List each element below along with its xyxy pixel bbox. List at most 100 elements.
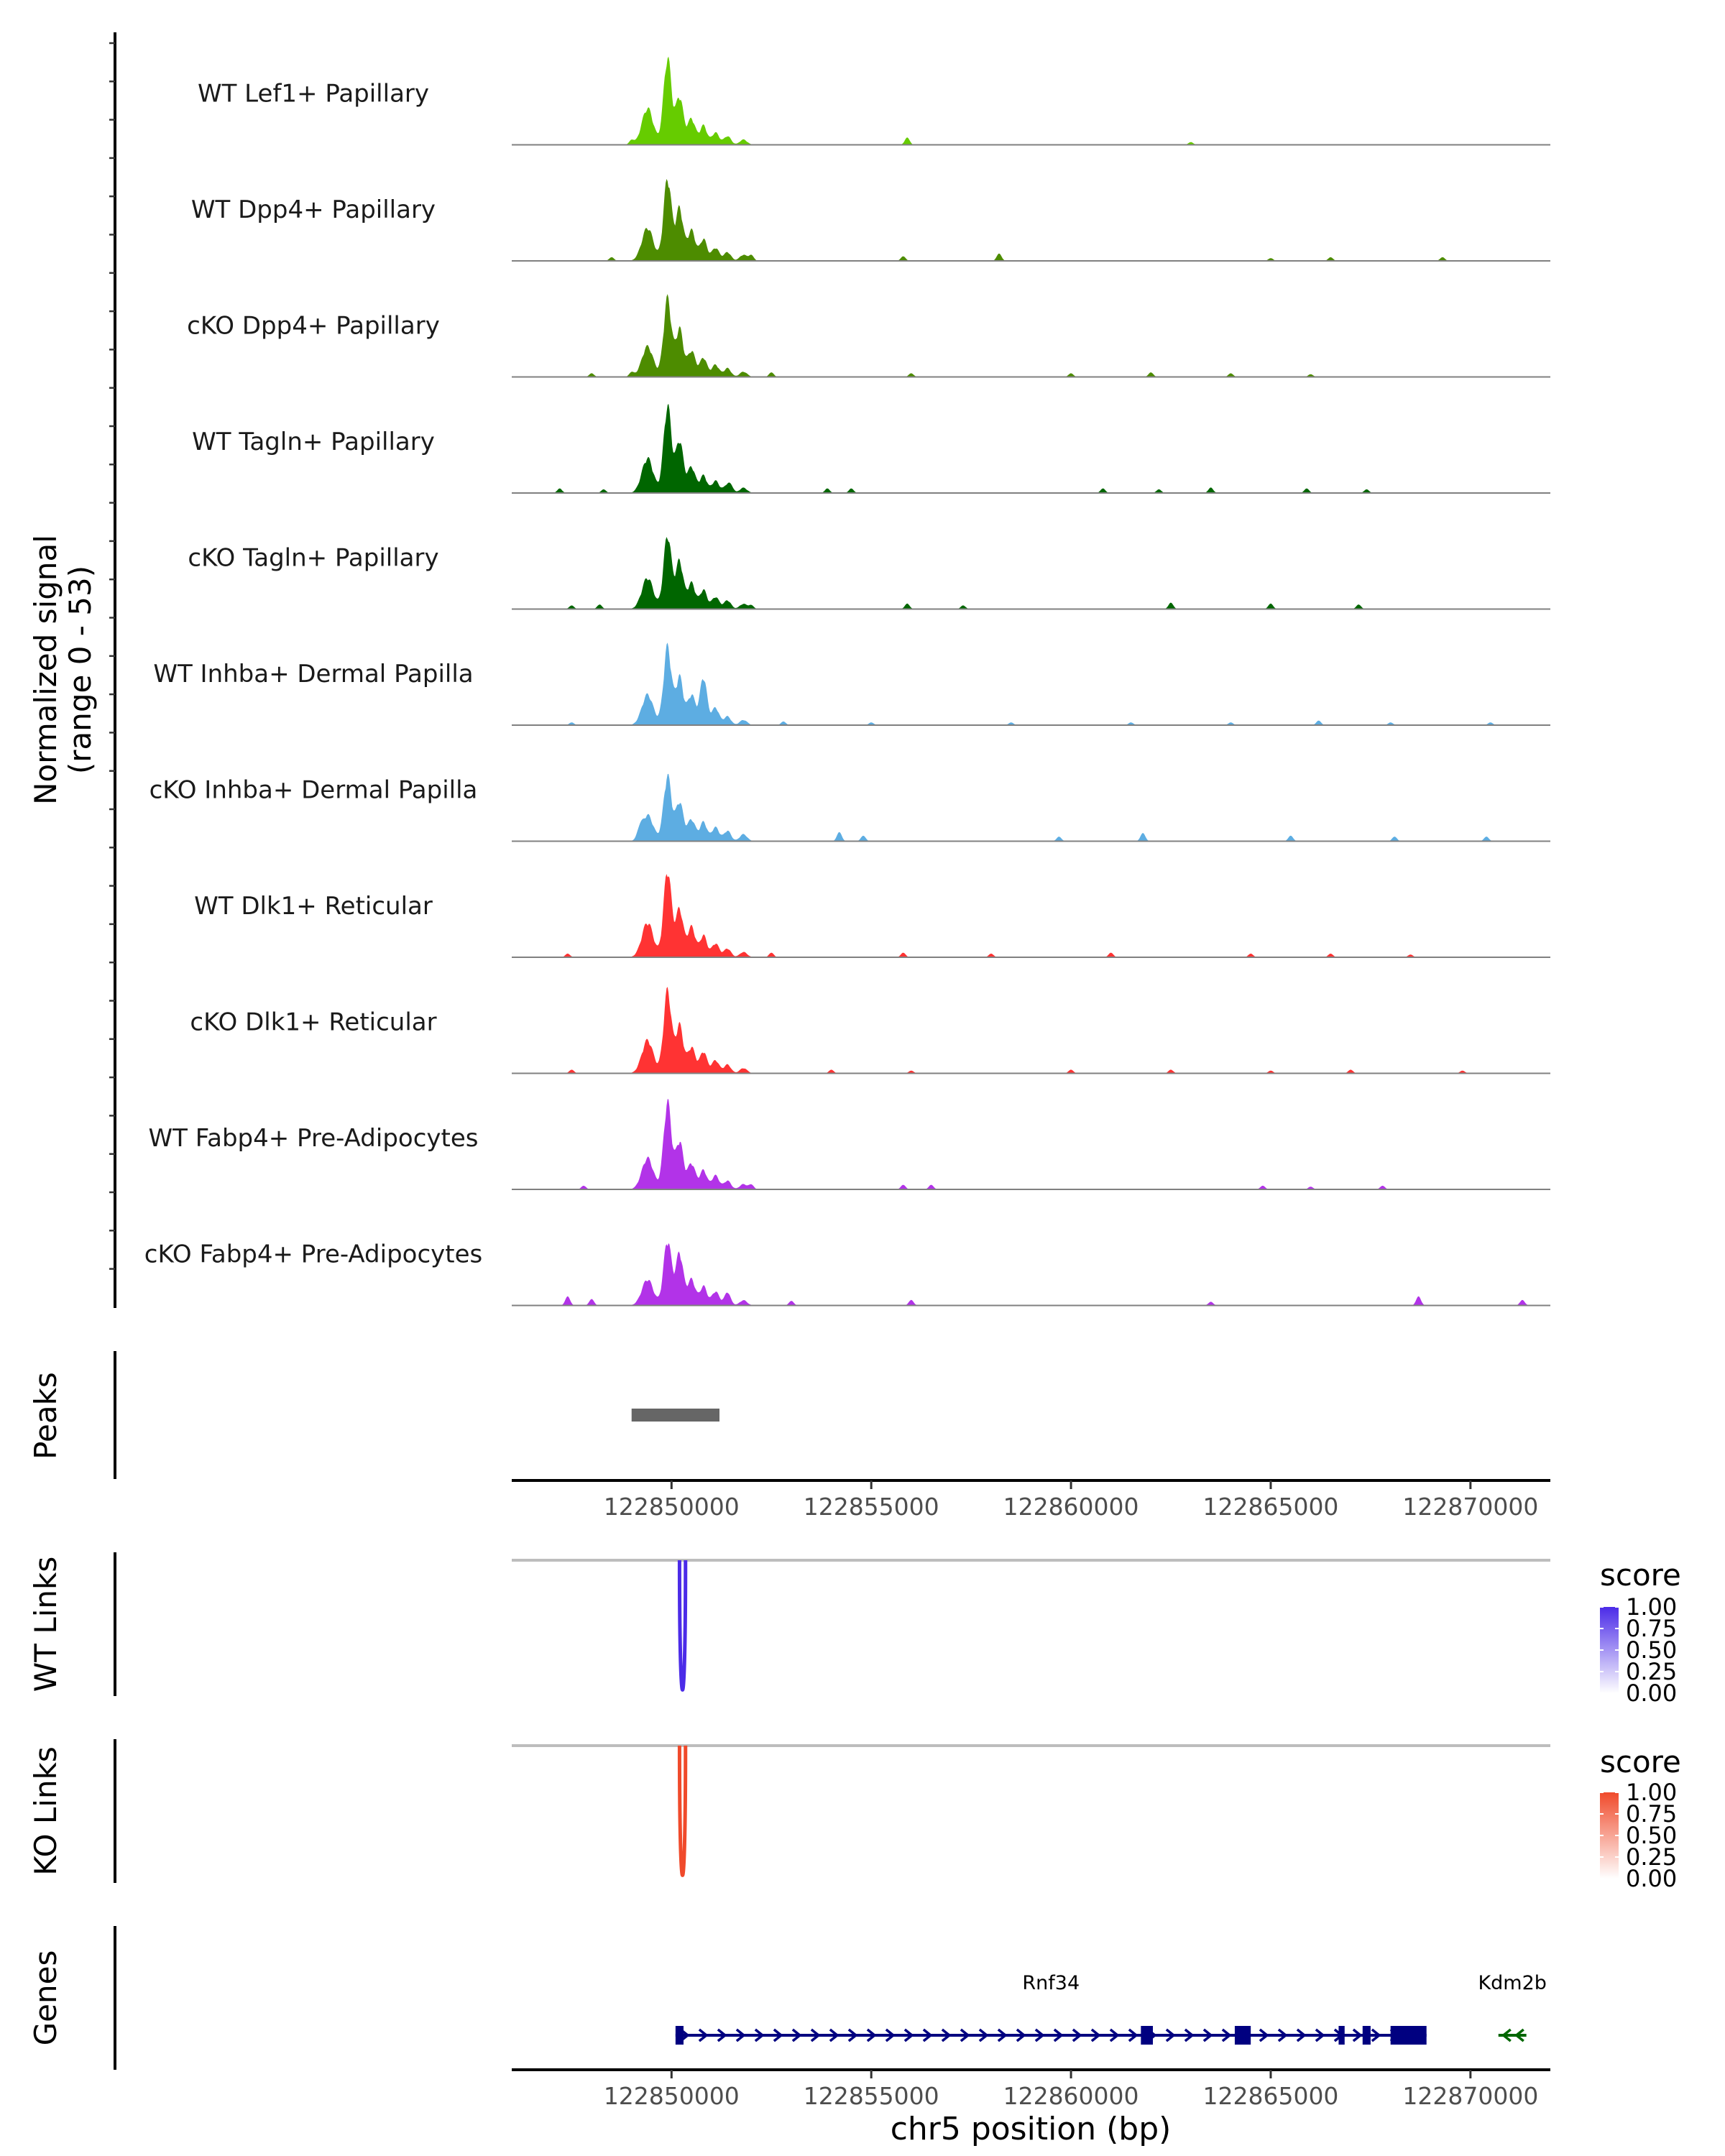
x-tick-label: 122860000 xyxy=(1003,2082,1139,2110)
strand-chevron xyxy=(1221,2028,1232,2042)
strand-chevron xyxy=(1034,2028,1045,2042)
track-label: WT Inhba+ Dermal Papilla xyxy=(153,660,473,688)
coverage-track: WT Tagln+ Papillary xyxy=(192,403,1550,494)
coverage-track: WT Dlk1+ Reticular xyxy=(194,874,1550,958)
coverage-area xyxy=(512,56,1550,145)
peak-intervals xyxy=(631,1409,719,1422)
wt-links-panel: WT Links score 1.000.750.500.250.00 xyxy=(28,1552,1681,1707)
gene-model: Kdm2b xyxy=(1478,1972,1547,2042)
x-axis-title: chr5 position (bp) xyxy=(891,2111,1172,2147)
coverage-area xyxy=(512,773,1550,842)
coverage-track: cKO Dlk1+ Reticular xyxy=(190,987,1550,1074)
strand-chevron xyxy=(773,2028,783,2042)
strand-chevron xyxy=(1072,2028,1082,2042)
strand-chevron xyxy=(1315,2028,1325,2042)
strand-chevron xyxy=(1202,2028,1213,2042)
gene-models: Rnf34 Kdm2b xyxy=(675,1972,1547,2045)
x-tick-label: 122855000 xyxy=(804,2082,939,2110)
strand-chevron xyxy=(698,2028,709,2042)
coverage-area xyxy=(512,294,1550,377)
gene-label: Rnf34 xyxy=(1022,1972,1080,1994)
x-tick-label: 122855000 xyxy=(804,1493,939,1521)
strand-chevron xyxy=(1016,2028,1026,2042)
coverage-y-label-line1: Normalized signal xyxy=(28,535,63,805)
gene-exon xyxy=(1390,2026,1427,2045)
track-label: WT Lef1+ Papillary xyxy=(198,80,429,109)
strand-chevron xyxy=(1352,2028,1363,2042)
strand-chevron xyxy=(791,2028,802,2042)
genes-y-label: Genes xyxy=(28,1950,63,2046)
strand-chevron xyxy=(1277,2028,1288,2042)
legend-label: 0.00 xyxy=(1626,1865,1677,1892)
strand-chevron xyxy=(754,2028,765,2042)
strand-chevron xyxy=(717,2028,727,2042)
coverage-y-label-line2: (range 0 - 53) xyxy=(63,566,98,774)
ko-links-y-label: KO Links xyxy=(28,1746,63,1876)
strand-chevron xyxy=(1090,2028,1101,2042)
strand-chevron xyxy=(885,2028,896,2042)
legend-label: 1.00 xyxy=(1626,1593,1677,1621)
ko-score-legend: 1.000.750.500.250.00 xyxy=(1600,1779,1677,1892)
genes-panel: Genes Rnf34 Kdm2b 122850000 122855000 12286… xyxy=(28,1926,1550,2147)
strand-chevron xyxy=(1501,2028,1512,2042)
strand-chevron xyxy=(735,2028,746,2042)
coverage-area xyxy=(512,642,1550,725)
x-tick-label: 122870000 xyxy=(1402,1493,1538,1521)
coverage-y-ticks xyxy=(109,42,115,1270)
wt-legend-title: score xyxy=(1600,1557,1681,1593)
peaks-y-label: Peaks xyxy=(28,1372,63,1460)
strand-chevron xyxy=(1371,2028,1381,2042)
coverage-area xyxy=(512,1099,1550,1189)
strand-chevron xyxy=(960,2028,970,2042)
gene-exon xyxy=(675,2026,684,2045)
coverage-area xyxy=(512,179,1550,261)
coverage-track: cKO Fabp4+ Pre-Adipocytes xyxy=(144,1240,1550,1307)
coverage-track: WT Inhba+ Dermal Papilla xyxy=(153,642,1550,726)
strand-chevron xyxy=(866,2028,877,2042)
gene-model: Rnf34 xyxy=(675,1972,1427,2045)
strand-chevron xyxy=(847,2028,858,2042)
coverage-track: WT Fabp4+ Pre-Adipocytes xyxy=(149,1099,1550,1190)
track-label: cKO Dlk1+ Reticular xyxy=(190,1008,436,1037)
legend-label: 0.50 xyxy=(1626,1822,1677,1849)
track-label: cKO Tagln+ Papillary xyxy=(188,544,438,573)
peaks-x-ticks: 122850000 122855000 122860000 122865000 1228… xyxy=(604,1480,1538,1521)
strand-chevron xyxy=(922,2028,933,2042)
strand-chevron xyxy=(829,2028,840,2042)
coverage-area xyxy=(512,1243,1550,1306)
strand-chevron xyxy=(1514,2028,1524,2042)
strand-chevron xyxy=(1128,2028,1138,2042)
wt-links-y-label: WT Links xyxy=(28,1557,63,1692)
coverage-track: cKO Dpp4+ Papillary xyxy=(187,294,1550,378)
x-tick-label: 122860000 xyxy=(1003,1493,1139,1521)
strand-chevron xyxy=(1109,2028,1120,2042)
legend-label: 1.00 xyxy=(1626,1779,1677,1806)
x-tick-label: 122865000 xyxy=(1202,1493,1338,1521)
gene-label: Kdm2b xyxy=(1478,1972,1546,1994)
genes-x-ticks: 122850000 122855000 122860000 122865000 1228… xyxy=(604,2070,1538,2110)
wt-score-legend: 1.000.750.500.250.00 xyxy=(1600,1593,1677,1707)
coverage-tracks: WT Lef1+ Papillary WT Dpp4+ Papillary cKO … xyxy=(144,56,1550,1307)
legend-label: 0.75 xyxy=(1626,1615,1677,1642)
coverage-track: WT Lef1+ Papillary xyxy=(198,56,1550,146)
coverage-track: cKO Inhba+ Dermal Papilla xyxy=(150,773,1550,842)
strand-chevron xyxy=(1053,2028,1064,2042)
track-label: cKO Fabp4+ Pre-Adipocytes xyxy=(144,1240,483,1269)
coverage-area xyxy=(512,537,1550,609)
ko-legend-title: score xyxy=(1600,1744,1681,1779)
x-tick-label: 122850000 xyxy=(604,2082,740,2110)
strand-chevron xyxy=(1165,2028,1176,2042)
gene-exon xyxy=(1234,2026,1251,2045)
strand-chevron xyxy=(1296,2028,1307,2042)
legend-label: 0.50 xyxy=(1626,1636,1677,1664)
track-label: WT Fabp4+ Pre-Adipocytes xyxy=(149,1124,479,1153)
coverage-area xyxy=(512,403,1550,493)
track-label: WT Tagln+ Papillary xyxy=(192,428,435,456)
x-tick-label: 122850000 xyxy=(604,1493,740,1521)
legend-label: 0.25 xyxy=(1626,1843,1677,1871)
coverage-area xyxy=(512,987,1550,1074)
coverage-area xyxy=(512,874,1550,957)
ko-links-panel: KO Links score 1.000.750.500.250.00 xyxy=(28,1739,1681,1892)
gene-exon xyxy=(1362,2026,1371,2045)
